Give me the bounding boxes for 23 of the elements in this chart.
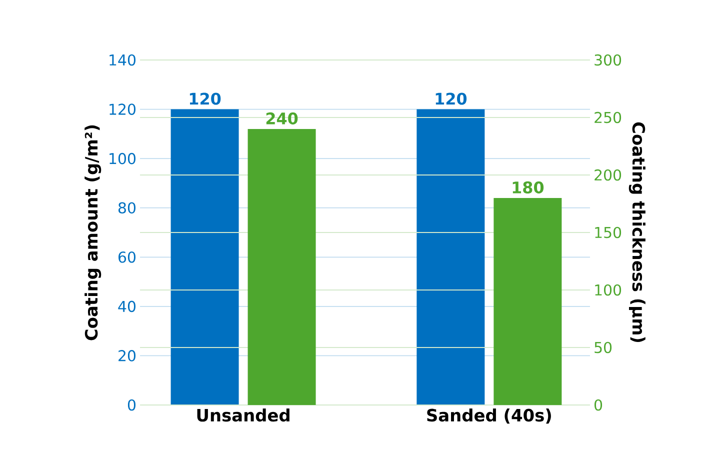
y2-tick-label: 250 (594, 112, 622, 124)
y-axis-title: Coating amount (g/m²) (84, 125, 102, 340)
data-label: 120 (190, 92, 221, 105)
data-label: 240 (266, 112, 298, 124)
y2-tick-label: 100 (595, 284, 622, 296)
y-tick-label: 140 (110, 54, 136, 66)
y-tick-label: 20 (118, 350, 136, 362)
y-tick-label: 40 (118, 300, 136, 312)
x-tick-label: Sanded (40s) (427, 408, 551, 424)
y-tick-label: 80 (118, 202, 136, 214)
y2-tick-label: 300 (594, 54, 622, 66)
y2-axis-title: Coating thickness (µm) (628, 122, 646, 342)
x-tick-label: Unsanded (197, 408, 290, 422)
y-tick-label: 0 (128, 399, 136, 411)
y-tick-label: 100 (110, 152, 136, 164)
data-label: 180 (512, 181, 544, 194)
y2-tick-label: 150 (595, 226, 622, 238)
y-tick-label: 60 (118, 251, 136, 263)
y-tick-label: 120 (110, 104, 136, 115)
y2-tick-label: 0 (594, 399, 602, 411)
y2-tick-label: 50 (594, 342, 612, 354)
data-label: 120 (436, 92, 467, 105)
y2-tick-label: 200 (594, 169, 622, 181)
